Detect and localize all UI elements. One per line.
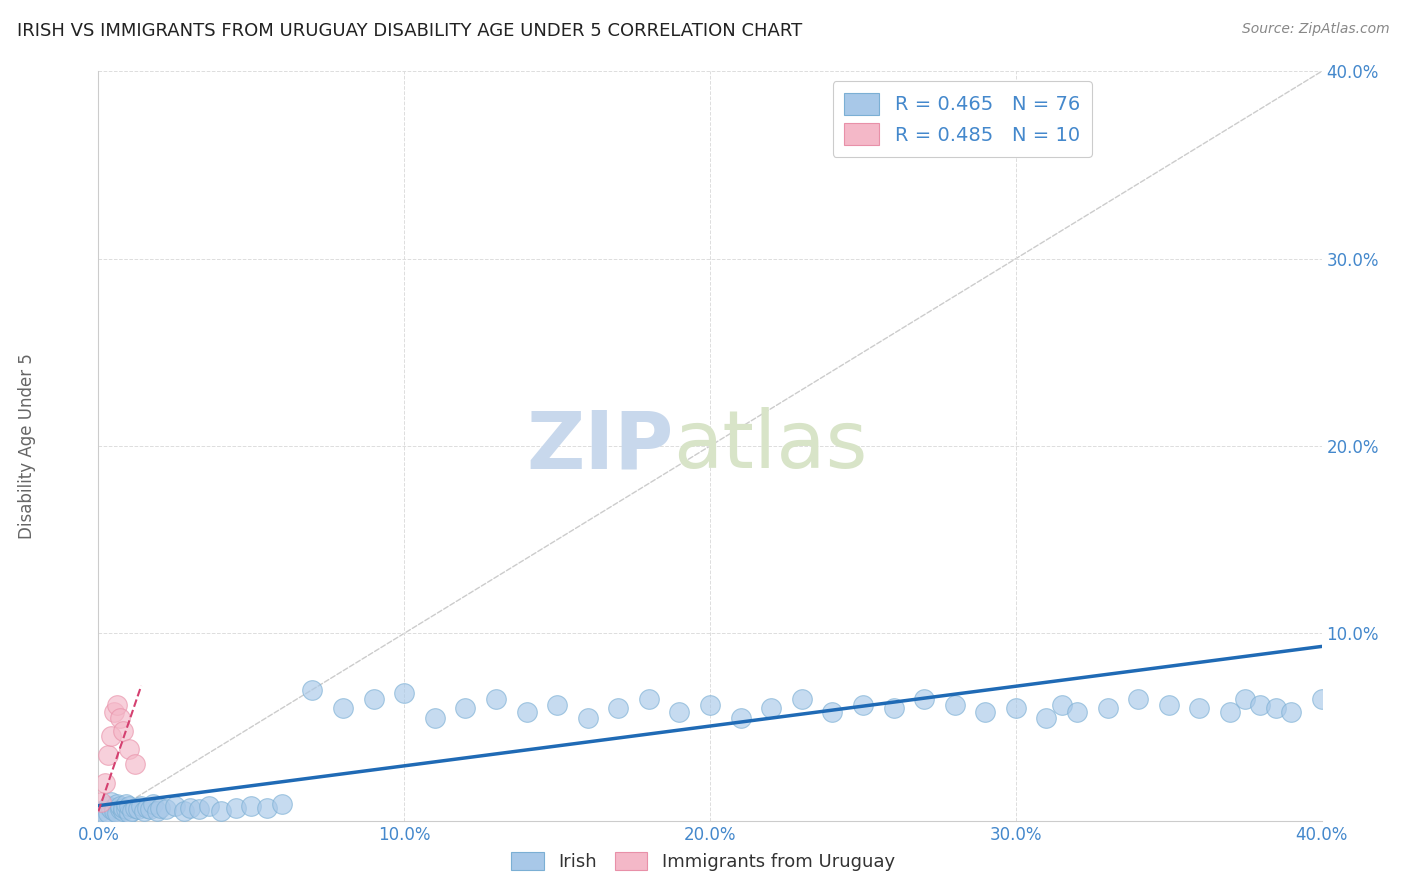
Text: ZIP: ZIP xyxy=(526,407,673,485)
Point xyxy=(607,701,630,715)
Point xyxy=(90,795,112,809)
Point xyxy=(93,808,115,822)
Point xyxy=(100,730,122,744)
Point xyxy=(105,797,128,811)
Point xyxy=(392,686,416,700)
Point xyxy=(118,742,141,756)
Point xyxy=(1310,692,1333,706)
Point xyxy=(139,802,162,816)
Point xyxy=(93,776,115,790)
Y-axis label: Disability Age Under 5: Disability Age Under 5 xyxy=(18,353,37,539)
Point xyxy=(179,800,201,814)
Point xyxy=(332,701,354,715)
Point xyxy=(108,798,131,813)
Point xyxy=(423,710,446,724)
Point xyxy=(155,802,177,816)
Point xyxy=(173,805,195,819)
Point xyxy=(115,797,138,811)
Point xyxy=(270,797,292,811)
Point xyxy=(100,802,122,816)
Point xyxy=(124,757,146,772)
Point xyxy=(197,798,219,813)
Point xyxy=(163,798,186,813)
Point xyxy=(97,798,120,813)
Point xyxy=(111,805,134,819)
Point xyxy=(97,747,120,762)
Point xyxy=(1035,710,1057,724)
Point xyxy=(111,723,134,738)
Legend: R = 0.465   N = 76, R = 0.485   N = 10: R = 0.465 N = 76, R = 0.485 N = 10 xyxy=(832,81,1091,157)
Point xyxy=(1097,701,1119,715)
Point xyxy=(883,701,905,715)
Point xyxy=(188,802,211,816)
Point xyxy=(103,805,125,819)
Point xyxy=(790,692,813,706)
Point xyxy=(118,798,141,813)
Point xyxy=(1219,705,1241,719)
Text: atlas: atlas xyxy=(673,407,868,485)
Point xyxy=(100,795,122,809)
Point xyxy=(209,805,232,819)
Point xyxy=(240,798,263,813)
Point xyxy=(1188,701,1211,715)
Point xyxy=(108,802,131,816)
Point xyxy=(759,701,782,715)
Point xyxy=(97,806,120,821)
Point xyxy=(1050,698,1073,712)
Point xyxy=(111,800,134,814)
Point xyxy=(118,806,141,821)
Point xyxy=(1264,701,1286,715)
Point xyxy=(256,800,278,814)
Point xyxy=(134,805,156,819)
Point xyxy=(974,705,997,719)
Point xyxy=(105,806,128,821)
Point xyxy=(668,705,690,719)
Point xyxy=(1234,692,1257,706)
Point xyxy=(730,710,752,724)
Point xyxy=(576,710,599,724)
Point xyxy=(485,692,508,706)
Point xyxy=(149,800,172,814)
Point xyxy=(103,800,125,814)
Point xyxy=(1128,692,1150,706)
Point xyxy=(105,698,128,712)
Point xyxy=(142,797,165,811)
Point xyxy=(136,800,159,814)
Point xyxy=(145,805,167,819)
Point xyxy=(1004,701,1026,715)
Point xyxy=(546,698,568,712)
Point xyxy=(108,710,131,724)
Text: Source: ZipAtlas.com: Source: ZipAtlas.com xyxy=(1241,22,1389,37)
Point xyxy=(1066,705,1088,719)
Point xyxy=(637,692,661,706)
Point xyxy=(912,692,935,706)
Point xyxy=(129,798,152,813)
Legend: Irish, Immigrants from Uruguay: Irish, Immigrants from Uruguay xyxy=(503,845,903,879)
Point xyxy=(115,802,138,816)
Point xyxy=(1279,705,1302,719)
Point xyxy=(516,705,538,719)
Point xyxy=(121,805,143,819)
Point xyxy=(363,692,385,706)
Point xyxy=(1249,698,1271,712)
Point xyxy=(124,800,146,814)
Point xyxy=(103,705,125,719)
Point xyxy=(852,698,875,712)
Point xyxy=(127,802,149,816)
Text: IRISH VS IMMIGRANTS FROM URUGUAY DISABILITY AGE UNDER 5 CORRELATION CHART: IRISH VS IMMIGRANTS FROM URUGUAY DISABIL… xyxy=(17,22,801,40)
Point xyxy=(90,805,112,819)
Point xyxy=(301,682,323,697)
Point xyxy=(454,701,477,715)
Point xyxy=(821,705,844,719)
Point xyxy=(699,698,721,712)
Point xyxy=(1157,698,1180,712)
Point xyxy=(943,698,966,712)
Point xyxy=(225,800,247,814)
